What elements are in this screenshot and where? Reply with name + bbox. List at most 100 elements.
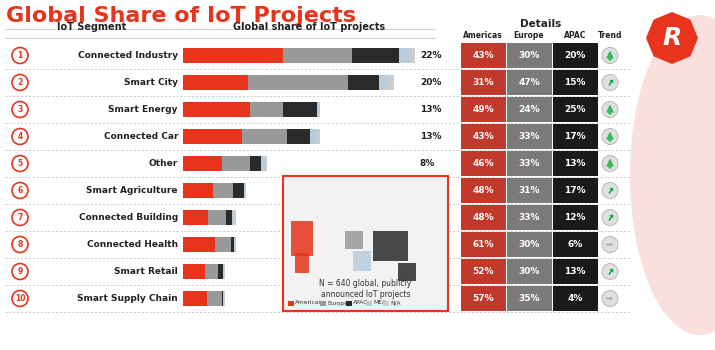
Text: Global Share of IoT Projects: Global Share of IoT Projects: [6, 6, 356, 26]
Text: 22%: 22%: [420, 51, 441, 60]
Bar: [553, 70, 598, 95]
Text: 31%: 31%: [472, 78, 494, 87]
Bar: [373, 231, 408, 261]
Circle shape: [602, 102, 618, 118]
Ellipse shape: [630, 15, 715, 335]
Circle shape: [12, 48, 28, 63]
Bar: [265, 156, 267, 170]
Circle shape: [602, 182, 618, 198]
Bar: [283, 103, 317, 117]
Bar: [215, 238, 231, 252]
Bar: [242, 130, 287, 144]
Polygon shape: [606, 132, 614, 141]
Text: 7: 7: [17, 213, 23, 222]
Circle shape: [12, 264, 28, 280]
Bar: [345, 231, 363, 249]
Bar: [460, 43, 506, 68]
Bar: [183, 103, 250, 117]
Text: 48%: 48%: [472, 186, 494, 195]
Bar: [410, 49, 415, 63]
Bar: [460, 259, 506, 284]
Bar: [224, 292, 225, 306]
Bar: [232, 210, 234, 224]
Text: Americas: Americas: [295, 301, 322, 306]
Text: 20%: 20%: [564, 51, 586, 60]
Bar: [553, 43, 598, 68]
Text: 24%: 24%: [518, 105, 540, 114]
Text: Americas: Americas: [463, 32, 503, 41]
Circle shape: [12, 237, 28, 252]
Bar: [506, 232, 551, 257]
Bar: [287, 130, 310, 144]
Text: Smart Agriculture: Smart Agriculture: [87, 186, 178, 195]
Bar: [234, 210, 236, 224]
Text: 48%: 48%: [472, 213, 494, 222]
Bar: [183, 49, 282, 63]
Bar: [245, 183, 246, 197]
Bar: [183, 265, 205, 279]
Polygon shape: [606, 50, 614, 61]
Text: APAC: APAC: [353, 301, 368, 306]
Text: Connected Building: Connected Building: [79, 213, 178, 222]
Bar: [317, 130, 320, 144]
Text: 57%: 57%: [472, 294, 494, 303]
Text: 10: 10: [15, 294, 25, 303]
Bar: [283, 176, 448, 311]
Text: 4%: 4%: [420, 294, 435, 303]
FancyArrow shape: [606, 296, 613, 301]
Circle shape: [602, 237, 618, 252]
Text: 5%: 5%: [420, 240, 435, 249]
Bar: [282, 49, 352, 63]
Bar: [506, 259, 551, 284]
Bar: [226, 210, 232, 224]
Text: 8%: 8%: [420, 159, 435, 168]
Bar: [460, 70, 506, 95]
Bar: [205, 265, 217, 279]
Text: 33%: 33%: [518, 213, 540, 222]
Bar: [346, 301, 352, 306]
Bar: [310, 130, 317, 144]
Text: 6%: 6%: [568, 240, 583, 249]
Bar: [506, 43, 551, 68]
Text: 33%: 33%: [518, 159, 540, 168]
Text: 9: 9: [17, 267, 23, 276]
Text: 13%: 13%: [564, 267, 586, 276]
Text: Smart Retail: Smart Retail: [114, 267, 178, 276]
Bar: [353, 251, 371, 271]
Text: APAC: APAC: [564, 32, 586, 41]
Text: 4%: 4%: [420, 267, 435, 276]
Bar: [231, 238, 234, 252]
Text: 13%: 13%: [564, 159, 586, 168]
Bar: [506, 205, 551, 230]
Bar: [320, 301, 326, 306]
Bar: [388, 76, 394, 90]
Text: 46%: 46%: [472, 159, 494, 168]
Text: 6: 6: [17, 186, 23, 195]
Text: 20%: 20%: [420, 78, 441, 87]
Bar: [383, 301, 389, 306]
Text: 4%: 4%: [567, 294, 583, 303]
Bar: [506, 70, 551, 95]
Bar: [183, 130, 242, 144]
Bar: [223, 265, 225, 279]
Bar: [183, 183, 213, 197]
Bar: [207, 292, 222, 306]
Bar: [460, 124, 506, 149]
Text: 52%: 52%: [472, 267, 494, 276]
FancyArrow shape: [608, 268, 613, 275]
Text: R: R: [662, 26, 681, 50]
Polygon shape: [606, 159, 614, 168]
Bar: [506, 151, 551, 176]
Text: 30%: 30%: [518, 267, 540, 276]
Bar: [291, 221, 313, 256]
Bar: [506, 286, 551, 311]
Text: 30%: 30%: [518, 51, 540, 60]
Text: 1: 1: [17, 51, 23, 60]
Polygon shape: [606, 105, 614, 114]
Text: 4: 4: [17, 132, 23, 141]
Bar: [399, 49, 410, 63]
Text: 31%: 31%: [518, 186, 540, 195]
Circle shape: [602, 48, 618, 63]
Bar: [379, 76, 388, 90]
Text: 8: 8: [17, 240, 23, 249]
